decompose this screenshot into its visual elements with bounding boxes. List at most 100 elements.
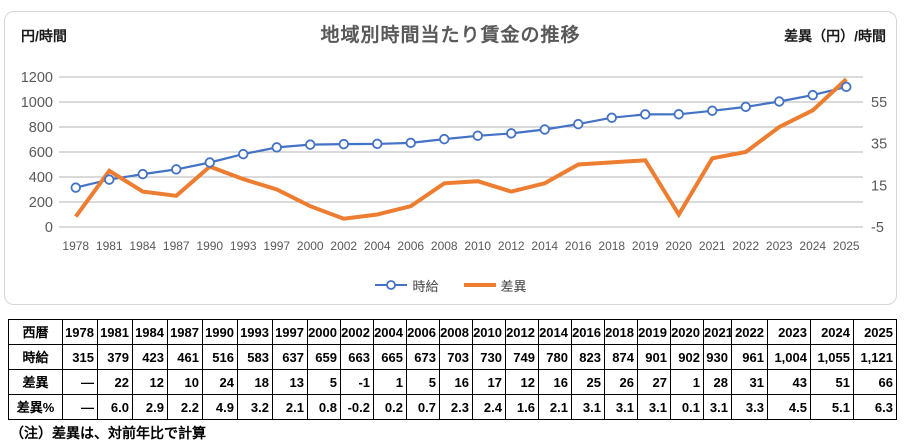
value-cell: 12 bbox=[132, 369, 168, 395]
value-cell: 703 bbox=[439, 344, 473, 370]
table-row: 差異 —22 12 10 24 18 13 5 -1 1 5 16 17 12 16 25 26 27 1 28 31 4… bbox=[8, 369, 897, 395]
left-axis-title: 円/時間 bbox=[21, 28, 67, 44]
value-cell: 2.1 bbox=[538, 394, 572, 420]
year-cell: 1987 bbox=[167, 319, 203, 345]
row-header-cell: 西暦 bbox=[8, 319, 63, 345]
x-axis-label: 2025 bbox=[833, 239, 860, 253]
year-cell: 1978 bbox=[62, 319, 98, 345]
value-cell: 2.1 bbox=[272, 394, 308, 420]
value-cell: 2.4 bbox=[472, 394, 506, 420]
value-cell: 637 bbox=[272, 344, 308, 370]
data-point-marker bbox=[372, 138, 383, 150]
x-axis-label: 1978 bbox=[62, 239, 89, 253]
legend-marker-line-circle bbox=[375, 280, 408, 290]
x-axis-label: 2022 bbox=[732, 239, 759, 253]
year-cell: 2006 bbox=[406, 319, 440, 345]
data-point-marker bbox=[539, 124, 550, 135]
year-cell: 2010 bbox=[472, 319, 506, 345]
x-axis-label: 1993 bbox=[230, 239, 257, 253]
y-tick-label-left: 200 bbox=[29, 195, 53, 211]
value-cell: 4.5 bbox=[767, 394, 811, 420]
data-point-marker bbox=[807, 89, 818, 101]
value-cell: 874 bbox=[604, 344, 638, 370]
value-cell: 3.1 bbox=[571, 394, 605, 420]
data-point-marker bbox=[506, 128, 517, 139]
value-cell: 961 bbox=[731, 344, 768, 370]
year-cell: 2023 bbox=[767, 319, 811, 345]
year-cell: 2014 bbox=[538, 319, 572, 345]
value-cell: 10 bbox=[167, 369, 203, 395]
wage-data-table: 西暦 1978 1981 1984 1987 1990 1993 1997 2000 2002 20… bbox=[8, 319, 897, 420]
value-cell: -1 bbox=[340, 369, 374, 395]
year-cell: 2004 bbox=[373, 319, 407, 345]
value-cell: 1,055 bbox=[810, 344, 854, 370]
x-axis-label: 1990 bbox=[196, 239, 223, 253]
value-cell: 730 bbox=[472, 344, 506, 370]
year-cell: 2019 bbox=[637, 319, 671, 345]
data-point-marker bbox=[137, 168, 148, 180]
chart-title: 地域別時間当たり賃金の推移 bbox=[320, 25, 581, 46]
table-row: 西暦 1978 1981 1984 1987 1990 1993 1997 2000 2002 20… bbox=[8, 319, 897, 345]
value-cell: 901 bbox=[637, 344, 671, 370]
value-cell: 6.3 bbox=[853, 394, 897, 420]
value-cell: 3.1 bbox=[637, 394, 671, 420]
data-point-marker bbox=[204, 157, 215, 168]
value-cell: 583 bbox=[237, 344, 273, 370]
value-cell: 5 bbox=[307, 369, 341, 395]
year-cell: 1990 bbox=[202, 319, 238, 345]
legend-item-hourly-wage: 時給 bbox=[374, 276, 439, 295]
legend-marker-line bbox=[463, 283, 496, 287]
x-axis-label: 2014 bbox=[531, 239, 558, 253]
data-point-marker bbox=[606, 112, 617, 123]
value-cell: 28 bbox=[703, 369, 732, 395]
chart-legend: 時給 差異 bbox=[5, 275, 896, 295]
value-cell: 2.2 bbox=[167, 394, 203, 420]
value-cell: 3.1 bbox=[703, 394, 732, 420]
value-cell: 1.6 bbox=[505, 394, 539, 420]
year-cell: 2018 bbox=[604, 319, 638, 345]
line-chart-plot: 0 200 400 600 800 1000 1200 -5 15 35 55 1978 1981 198… bbox=[21, 70, 887, 253]
year-cell: 2025 bbox=[853, 319, 897, 345]
year-cell: 2012 bbox=[505, 319, 539, 345]
x-axis-label: 2004 bbox=[364, 239, 391, 253]
value-cell: 4.9 bbox=[202, 394, 238, 420]
value-cell: 16 bbox=[538, 369, 572, 395]
row-header-cell: 時給 bbox=[8, 344, 63, 370]
value-cell: 5.1 bbox=[810, 394, 854, 420]
value-cell: 823 bbox=[571, 344, 605, 370]
x-axis-label: 2016 bbox=[565, 239, 592, 253]
x-axis-label: 2012 bbox=[498, 239, 525, 253]
x-axis-label: 2020 bbox=[665, 239, 692, 253]
value-cell: 16 bbox=[439, 369, 473, 395]
table-row: 時給 315 379 423 461 516 583 637 659 663 665 673 703 73… bbox=[8, 344, 897, 370]
value-cell: 31 bbox=[731, 369, 768, 395]
value-cell: 673 bbox=[406, 344, 440, 370]
value-cell: 27 bbox=[637, 369, 671, 395]
value-cell: 2.9 bbox=[132, 394, 168, 420]
year-cell: 2021 bbox=[703, 319, 732, 345]
legend-item-difference: 差異 bbox=[463, 276, 527, 295]
y-tick-label-right: 55 bbox=[871, 95, 887, 111]
x-axis-label: 1981 bbox=[96, 239, 123, 253]
y-tick-label-left: 0 bbox=[45, 220, 53, 236]
value-cell: 2.3 bbox=[439, 394, 473, 420]
value-cell: 3.2 bbox=[237, 394, 273, 420]
value-cell: 3.1 bbox=[604, 394, 638, 420]
value-cell: 749 bbox=[505, 344, 539, 370]
year-cell: 2002 bbox=[340, 319, 374, 345]
value-cell: 1,004 bbox=[767, 344, 811, 370]
data-point-marker bbox=[640, 109, 651, 120]
table-row: 差異% —6.0 2.9 2.2 4.9 3.2 2.1 0.8 -0.2 0.2 0.7 2.3 2.… bbox=[8, 394, 897, 420]
value-cell: 0.2 bbox=[373, 394, 407, 420]
data-point-marker bbox=[271, 142, 282, 153]
year-cell: 1981 bbox=[97, 319, 133, 345]
year-cell: 2024 bbox=[810, 319, 854, 345]
value-cell: 516 bbox=[202, 344, 238, 370]
year-cell: 2020 bbox=[670, 319, 704, 345]
value-cell: 66 bbox=[853, 369, 897, 395]
value-cell: 18 bbox=[237, 369, 273, 395]
value-cell: 25 bbox=[571, 369, 605, 395]
legend-label: 時給 bbox=[412, 278, 439, 294]
value-cell: 659 bbox=[307, 344, 341, 370]
data-point-marker bbox=[573, 118, 584, 130]
